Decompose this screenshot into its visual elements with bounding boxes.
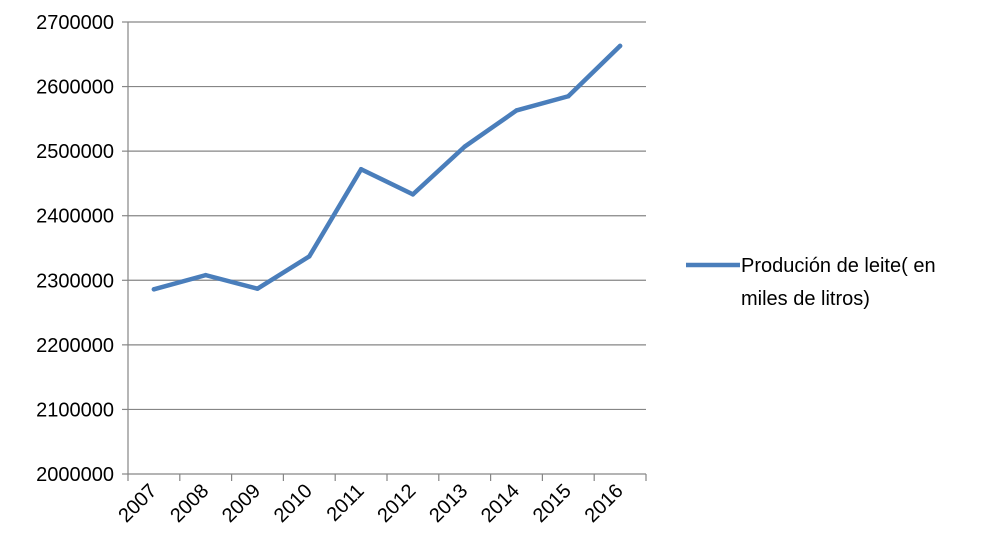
x-tick-label: 2016 (581, 480, 628, 527)
gridlines (128, 21, 646, 411)
data-point-2015 (566, 94, 571, 99)
y-tick-label: 2700000 (36, 12, 114, 34)
series-layer (151, 43, 623, 292)
x-tick-label: 2009 (218, 480, 265, 527)
data-point-2016 (617, 43, 623, 49)
x-tick-label: 2007 (114, 480, 161, 527)
data-point-2011 (358, 167, 364, 172)
x-tick-label: 2015 (529, 480, 576, 527)
data-point-2007 (151, 287, 157, 292)
legend-label-line-1: Produción de leite( en (741, 255, 936, 277)
y-axis-tick-labels: 2000000 2100000 2200000 2300000 2400000 25000… (36, 12, 114, 486)
data-point-2009 (255, 286, 260, 291)
x-tick-label: 2010 (270, 480, 317, 527)
y-tick-label: 2300000 (36, 270, 114, 292)
y-tick-label: 2000000 (36, 464, 114, 486)
y-tick-label: 2400000 (36, 206, 114, 228)
y-tick-label: 2200000 (36, 335, 114, 357)
data-point-2014 (514, 108, 519, 113)
x-tick-label: 2013 (425, 480, 472, 527)
x-tick-label: 2011 (323, 480, 369, 526)
y-tick-label: 2600000 (36, 77, 114, 99)
x-tick-label: 2014 (477, 480, 524, 527)
legend: Produción de leite( en miles de litros) (686, 255, 936, 310)
y-tick-label: 2500000 (36, 141, 114, 163)
data-point-2008 (203, 272, 208, 278)
x-axis-tick-labels: 2007 2008 2009 2010 2011 2012 2013 2014 2015 2016 (114, 480, 627, 527)
data-point-2010 (307, 254, 312, 259)
x-tick-label: 2008 (166, 480, 213, 527)
x-tick-label: 2012 (373, 480, 420, 527)
series-line (151, 43, 623, 292)
legend-label-line-2: miles de litros) (741, 288, 870, 310)
data-point-2013 (462, 144, 467, 149)
y-tick-label: 2100000 (36, 399, 114, 421)
data-point-2012 (410, 192, 416, 197)
axes (122, 21, 647, 481)
